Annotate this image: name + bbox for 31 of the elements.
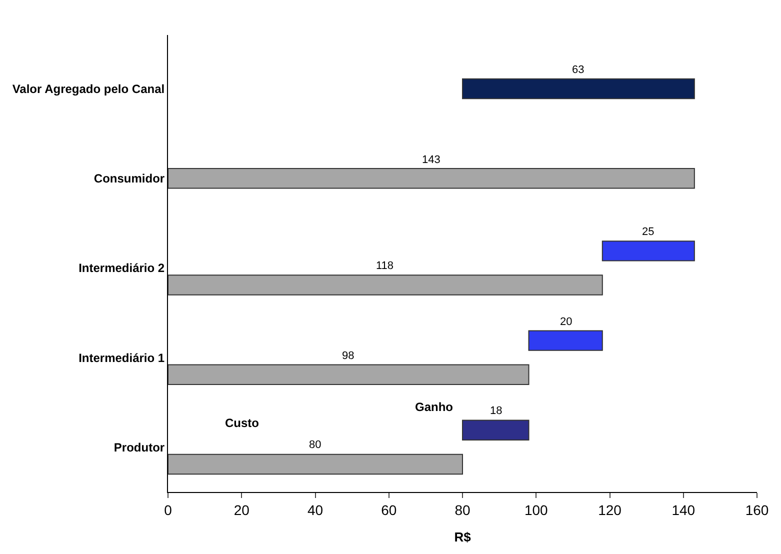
text: Custo [225, 416, 259, 430]
bar [168, 274, 603, 296]
x-tick-label: 60 [381, 502, 397, 518]
bar [168, 364, 530, 385]
x-tick-label: 160 [745, 502, 769, 518]
bar [528, 330, 603, 351]
x-tick-label: 40 [307, 502, 324, 518]
bar [168, 454, 463, 475]
data-label: 18 [490, 405, 502, 417]
data-label: 80 [309, 439, 322, 451]
y-tick-label: Valor Agregado pelo Canal [12, 82, 165, 96]
x-tick-label: 120 [598, 502, 622, 518]
data-label: 98 [342, 350, 354, 362]
data-label: 20 [560, 316, 572, 328]
data-label: 118 [376, 260, 394, 272]
x-tick-label: 100 [524, 502, 548, 518]
x-tick-label: 80 [454, 502, 470, 518]
data-label: 143 [422, 154, 440, 166]
x-tick-label: 0 [164, 502, 172, 518]
x-tick-label: 140 [672, 502, 696, 518]
y-tick-label: Consumidor [94, 172, 165, 186]
y-tick-label: Intermediário 2 [78, 261, 165, 276]
y-tick-label: Intermediário 1 [78, 350, 165, 365]
x-tick-label: 20 [234, 502, 250, 518]
x-axis-title: R$ [454, 529, 472, 544]
series-label: Ganho [415, 400, 453, 414]
bar [602, 240, 695, 262]
bar [462, 420, 530, 441]
data-label: 25 [642, 226, 654, 238]
y-tick-label: Produtor [114, 440, 165, 454]
data-label: 63 [572, 64, 584, 76]
